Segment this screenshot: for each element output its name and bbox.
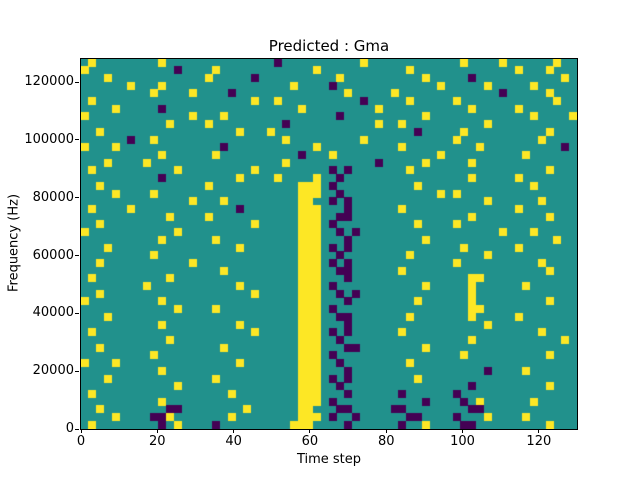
y-tick-label: 120000	[24, 74, 74, 90]
x-tick-label: 40	[225, 434, 242, 449]
heatmap-canvas	[81, 59, 577, 429]
y-tick-mark	[75, 255, 79, 257]
x-tick-label: 100	[450, 434, 475, 449]
x-tick-label: 0	[76, 434, 86, 449]
y-tick-label: 80000	[32, 189, 74, 205]
x-tick-label: 120	[526, 434, 552, 449]
x-tick-mark	[385, 429, 387, 433]
y-tick-mark	[75, 197, 79, 199]
x-tick-label: 60	[301, 434, 319, 449]
x-axis-label: Time step	[296, 452, 362, 467]
y-tick-label: 40000	[32, 305, 74, 321]
y-axis-label: Frequency (Hz)	[6, 193, 22, 293]
plot-area	[80, 58, 578, 430]
y-tick-mark	[75, 312, 79, 314]
x-tick-mark	[233, 429, 235, 433]
y-tick-mark	[75, 370, 79, 372]
x-tick-mark	[538, 429, 540, 433]
x-tick-mark	[80, 429, 82, 433]
y-tick-label: 20000	[32, 363, 74, 379]
x-tick-mark	[156, 429, 158, 433]
y-tick-label: 0	[65, 421, 74, 436]
y-tick-label: 100000	[24, 131, 74, 147]
x-tick-mark	[309, 429, 311, 433]
y-tick-label: 60000	[32, 247, 74, 263]
chart-title: Predicted : Gma	[268, 37, 390, 55]
x-tick-mark	[462, 429, 464, 433]
y-tick-mark	[75, 81, 79, 83]
x-tick-label: 80	[377, 434, 395, 449]
y-tick-mark	[75, 139, 79, 141]
y-tick-mark	[75, 428, 79, 430]
x-tick-label: 20	[149, 434, 166, 449]
